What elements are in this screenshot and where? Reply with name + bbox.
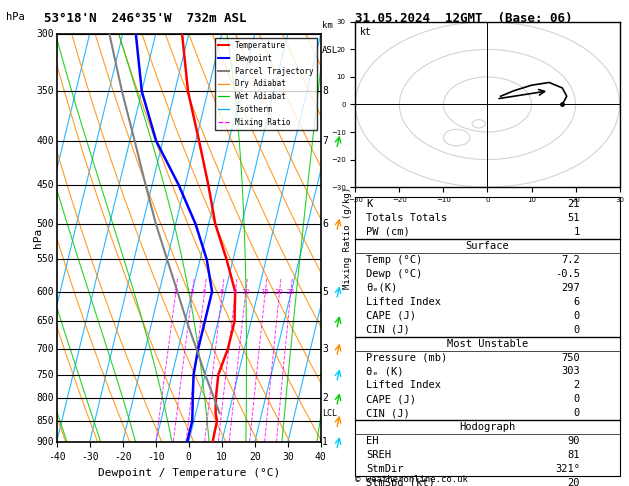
Text: 350: 350: [36, 87, 54, 96]
Text: 800: 800: [36, 394, 54, 403]
Text: 0: 0: [574, 408, 580, 418]
Text: 5: 5: [322, 287, 328, 296]
Text: kt: kt: [360, 27, 372, 37]
Text: 51: 51: [567, 213, 580, 223]
Text: ASL: ASL: [322, 46, 338, 55]
Text: 750: 750: [36, 369, 54, 380]
Text: 303: 303: [561, 366, 580, 377]
Text: StmDir: StmDir: [366, 464, 403, 474]
Text: 10: 10: [241, 289, 250, 295]
Text: SREH: SREH: [366, 451, 391, 460]
Text: km: km: [322, 21, 333, 30]
Text: 1: 1: [322, 437, 328, 447]
Text: 7: 7: [322, 136, 328, 146]
Text: 750: 750: [561, 352, 580, 363]
Text: 400: 400: [36, 136, 54, 146]
Text: Temp (°C): Temp (°C): [366, 255, 422, 265]
Text: Pressure (mb): Pressure (mb): [366, 352, 447, 363]
Text: StmSpd (kt): StmSpd (kt): [366, 478, 435, 486]
Text: 500: 500: [36, 219, 54, 229]
Text: CAPE (J): CAPE (J): [366, 395, 416, 404]
Text: 53°18'N  246°35'W  732m ASL: 53°18'N 246°35'W 732m ASL: [44, 12, 247, 25]
Text: 450: 450: [36, 180, 54, 190]
Text: 0: 0: [574, 311, 580, 321]
Text: 21: 21: [567, 199, 580, 209]
Legend: Temperature, Dewpoint, Parcel Trajectory, Dry Adiabat, Wet Adiabat, Isotherm, Mi: Temperature, Dewpoint, Parcel Trajectory…: [214, 38, 317, 130]
Text: Dewp (°C): Dewp (°C): [366, 269, 422, 278]
Text: 4: 4: [202, 289, 206, 295]
Text: 20: 20: [567, 478, 580, 486]
Text: Most Unstable: Most Unstable: [447, 339, 528, 348]
Text: LCL: LCL: [322, 409, 337, 417]
Text: 321°: 321°: [555, 464, 580, 474]
Text: Totals Totals: Totals Totals: [366, 213, 447, 223]
Text: 700: 700: [36, 344, 54, 354]
Text: 20: 20: [275, 289, 284, 295]
Text: K: K: [366, 199, 372, 209]
Text: 300: 300: [36, 29, 54, 39]
Text: 8: 8: [322, 87, 328, 96]
Text: 6: 6: [322, 219, 328, 229]
Text: 1: 1: [574, 227, 580, 237]
Text: 2: 2: [322, 394, 328, 403]
Text: EH: EH: [366, 436, 379, 446]
Text: 31.05.2024  12GMT  (Base: 06): 31.05.2024 12GMT (Base: 06): [355, 12, 573, 25]
Text: 15: 15: [260, 289, 269, 295]
Text: 297: 297: [561, 283, 580, 293]
Text: © weatheronline.co.uk: © weatheronline.co.uk: [355, 474, 468, 484]
Text: 0: 0: [574, 395, 580, 404]
X-axis label: Dewpoint / Temperature (°C): Dewpoint / Temperature (°C): [97, 468, 280, 478]
Text: -0.5: -0.5: [555, 269, 580, 278]
Text: 2: 2: [574, 381, 580, 390]
Text: Mixing Ratio (g/kg): Mixing Ratio (g/kg): [343, 187, 352, 289]
Text: 850: 850: [36, 416, 54, 426]
Text: Lifted Index: Lifted Index: [366, 296, 441, 307]
Text: θₑ(K): θₑ(K): [366, 283, 397, 293]
Text: Surface: Surface: [465, 241, 509, 251]
Text: 81: 81: [567, 451, 580, 460]
Text: 25: 25: [286, 289, 295, 295]
Text: 90: 90: [567, 436, 580, 446]
Text: 8: 8: [233, 289, 237, 295]
Text: 900: 900: [36, 437, 54, 447]
Text: 650: 650: [36, 316, 54, 326]
Text: Lifted Index: Lifted Index: [366, 381, 441, 390]
Text: CIN (J): CIN (J): [366, 325, 409, 334]
Text: CAPE (J): CAPE (J): [366, 311, 416, 321]
Text: 2: 2: [173, 289, 177, 295]
Text: 600: 600: [36, 287, 54, 296]
Text: hPa: hPa: [6, 12, 25, 22]
Text: 7.2: 7.2: [561, 255, 580, 265]
Text: 3: 3: [322, 344, 328, 354]
Text: hPa: hPa: [33, 228, 43, 248]
Text: 0: 0: [574, 325, 580, 334]
Text: 3: 3: [190, 289, 194, 295]
Text: 6: 6: [574, 296, 580, 307]
Text: θₑ (K): θₑ (K): [366, 366, 403, 377]
Text: PW (cm): PW (cm): [366, 227, 409, 237]
Text: Hodograph: Hodograph: [459, 422, 516, 433]
Text: CIN (J): CIN (J): [366, 408, 409, 418]
Text: 6: 6: [220, 289, 224, 295]
Text: 550: 550: [36, 254, 54, 264]
